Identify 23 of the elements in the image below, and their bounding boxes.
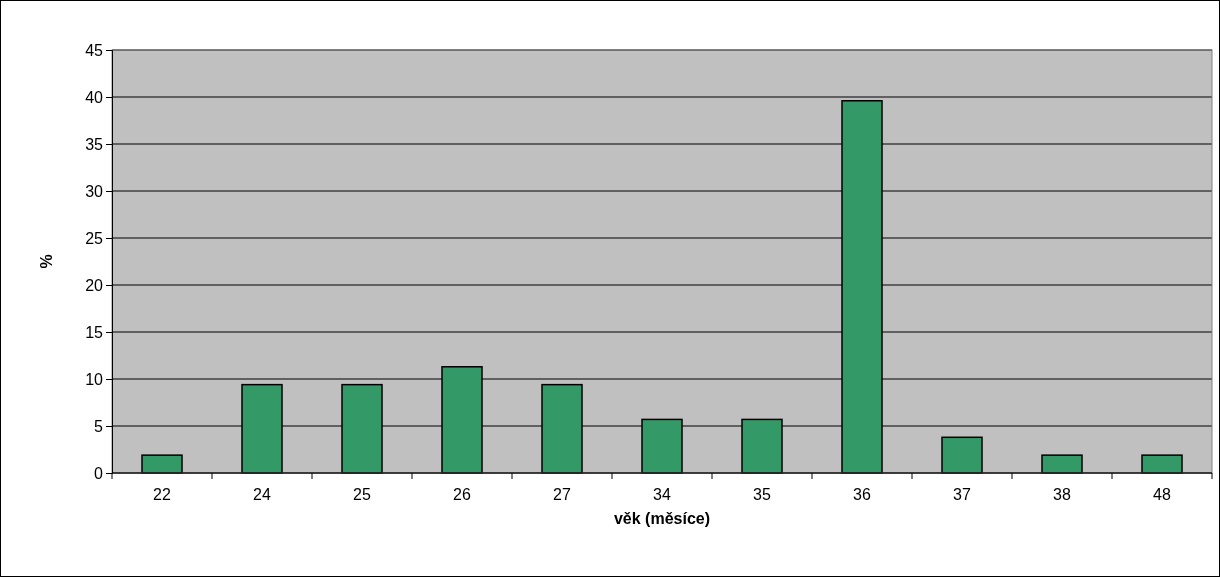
y-tick-label: 40	[85, 88, 104, 106]
y-tick-label: 15	[85, 323, 104, 341]
x-tick-label: 48	[1153, 486, 1171, 503]
y-tick-label: 20	[85, 276, 104, 294]
x-tick-label: 37	[953, 486, 971, 503]
y-tick-label: 35	[85, 135, 104, 153]
y-tick-label: 30	[85, 182, 104, 200]
y-tick-label: 25	[85, 229, 104, 247]
y-tick-label: 10	[85, 370, 104, 388]
x-axis-title: věk (měsíce)	[613, 510, 711, 527]
y-tick-label: 45	[85, 41, 104, 59]
y-axis-title: %	[38, 254, 55, 269]
x-tick-label: 36	[853, 486, 871, 503]
x-tick-label: 25	[353, 486, 371, 503]
x-tick-label: 24	[253, 486, 271, 503]
y-tick-label: 5	[94, 417, 104, 435]
x-tick-label: 22	[153, 486, 171, 503]
x-tick-label: 27	[553, 486, 571, 503]
x-tick-label: 35	[753, 486, 771, 503]
x-tick-label: 34	[653, 486, 671, 503]
x-tick-label: 26	[453, 486, 471, 503]
x-tick-label: 38	[1053, 486, 1071, 503]
y-tick-label: 0	[94, 464, 104, 482]
